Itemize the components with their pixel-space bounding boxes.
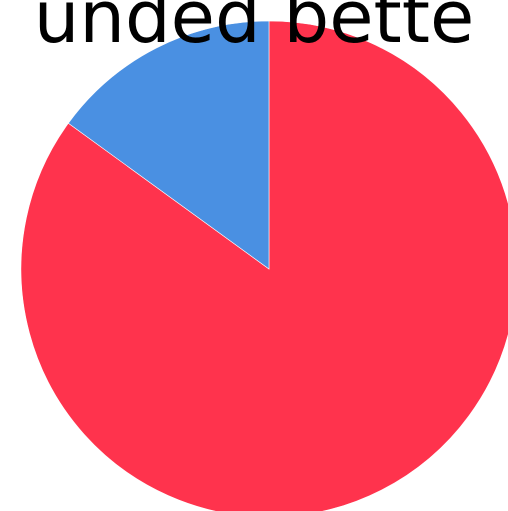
pie-slice-1 <box>67 20 270 270</box>
pie-slices <box>20 20 508 511</box>
chart-title: unded bette <box>34 0 475 59</box>
